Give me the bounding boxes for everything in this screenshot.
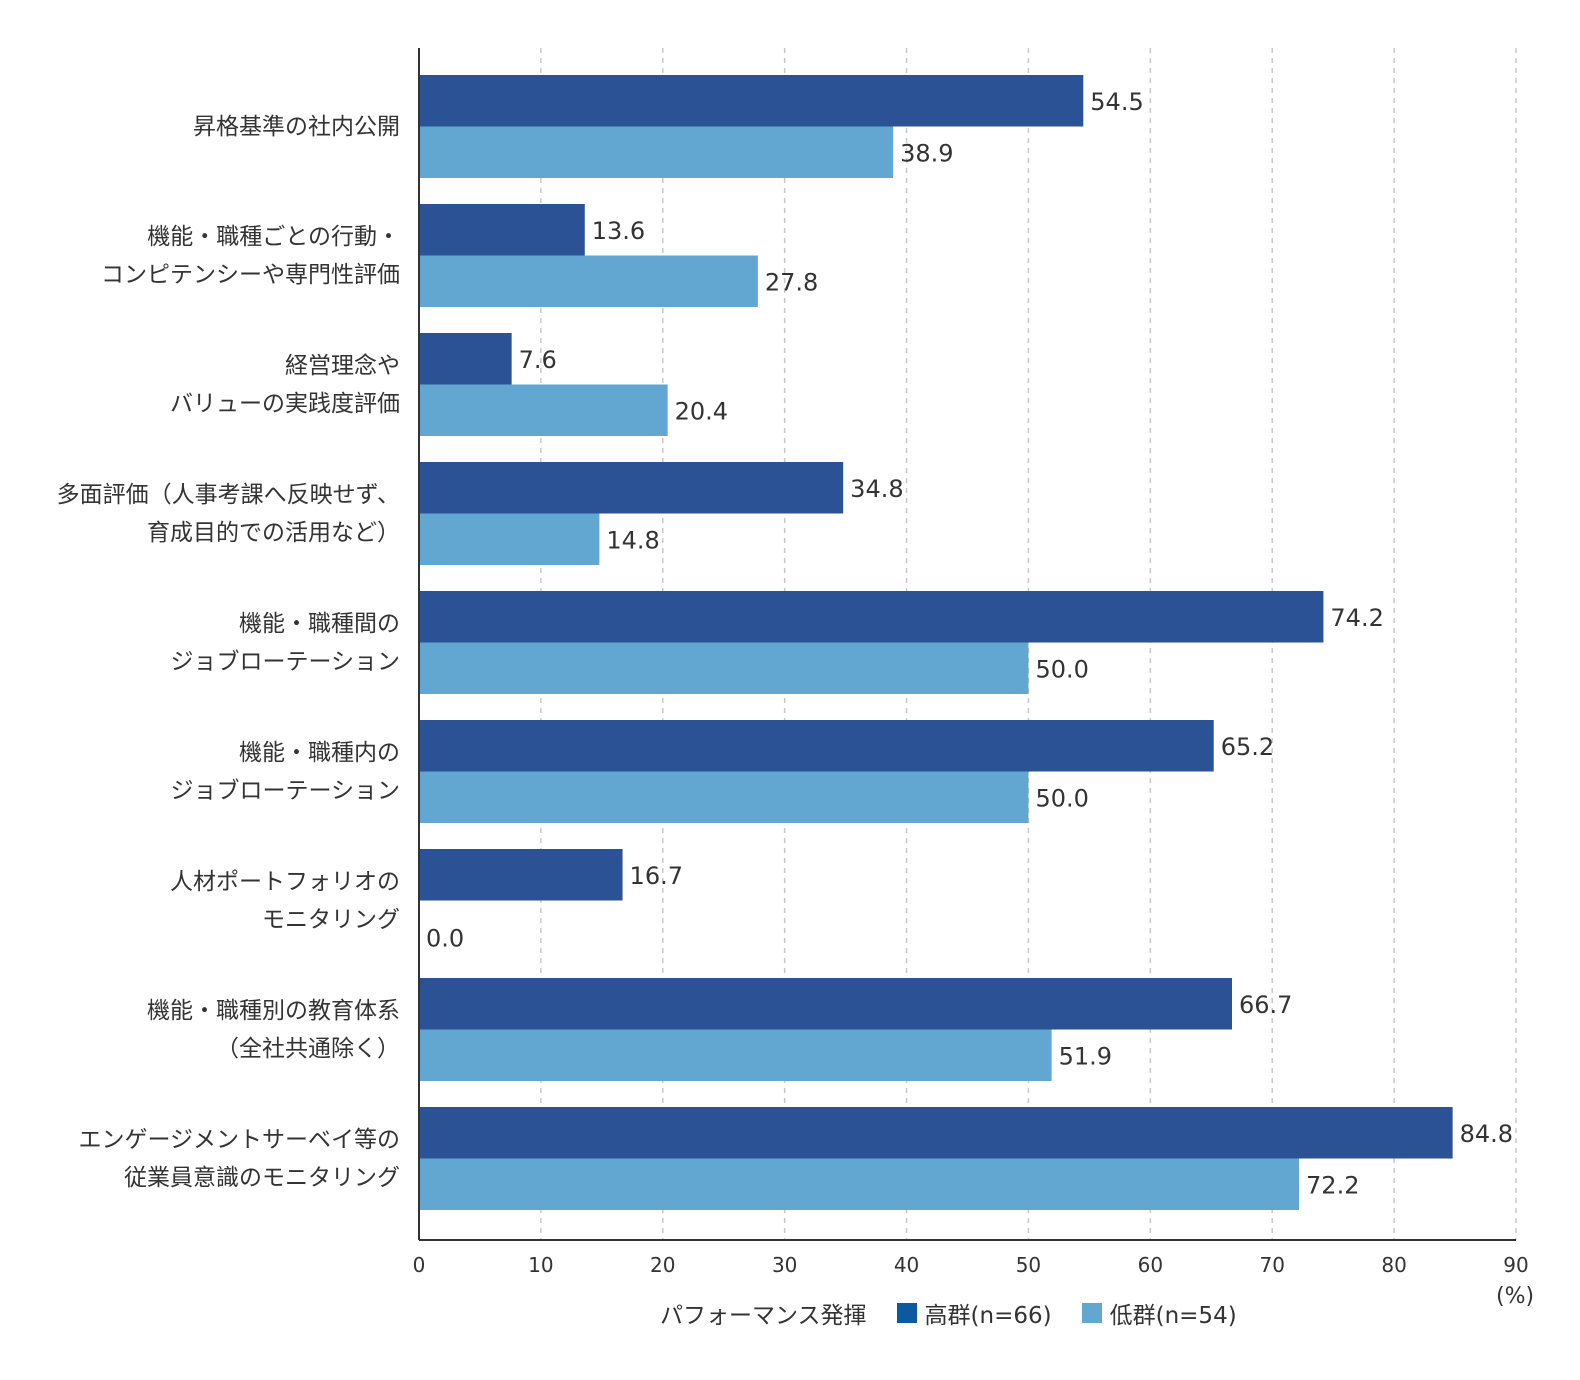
value-label: 50.0: [1035, 784, 1088, 812]
bar-high: [419, 720, 1214, 772]
bar-low: [419, 642, 1029, 694]
value-label: 54.5: [1090, 88, 1143, 116]
bar-low: [419, 255, 758, 307]
bar-high: [419, 75, 1084, 127]
category-label-line: 育成目的での活用など）: [147, 519, 400, 546]
category-label-line: 機能・職種ごとの行動・: [147, 223, 400, 250]
category-label-line: エンゲージメントサーベイ等の: [78, 1126, 400, 1153]
bar-low: [419, 1029, 1052, 1081]
bar-high: [419, 333, 512, 385]
category-label-line: コンピテンシーや専門性評価: [101, 261, 400, 288]
bar-low: [419, 1158, 1300, 1210]
category-label-line: バリューの実践度評価: [170, 390, 400, 417]
value-label: 65.2: [1221, 733, 1274, 761]
category-label: 多面評価（人事考課へ反映せず、育成目的での活用など）: [57, 476, 400, 552]
x-tick-label: 20: [650, 1253, 675, 1277]
bar-high: [419, 978, 1232, 1030]
bar-low: [419, 384, 668, 436]
category-label-line: 昇格基準の社内公開: [193, 113, 400, 140]
x-tick-label: 30: [772, 1253, 797, 1277]
x-tick-label: 0: [413, 1253, 426, 1277]
legend: パフォーマンス発揮 高群(n=66) 低群(n=54): [660, 1296, 1267, 1330]
category-label-line: 機能・職種内の: [239, 739, 400, 766]
category-label-line: 機能・職種間の: [239, 610, 400, 637]
category-label-line: （全社共通除く）: [216, 1035, 400, 1062]
category-label: 昇格基準の社内公開: [193, 108, 400, 146]
bars: [419, 75, 1453, 1210]
value-label: 13.6: [592, 217, 645, 245]
bar-low: [419, 126, 894, 178]
axes: [418, 48, 1516, 1241]
category-label: エンゲージメントサーベイ等の従業員意識のモニタリング: [78, 1121, 400, 1197]
bar-high: [419, 1107, 1453, 1159]
category-label-line: 機能・職種別の教育体系: [147, 997, 400, 1024]
x-tick-label: 40: [894, 1253, 919, 1277]
legend-swatch-high: [896, 1303, 917, 1323]
category-label: 機能・職種間のジョブローテーション: [170, 605, 400, 681]
category-label-line: 従業員意識のモニタリング: [124, 1164, 400, 1191]
bar-high: [419, 591, 1324, 643]
bar-high: [419, 462, 844, 514]
value-label: 16.7: [630, 862, 683, 890]
x-tick-label: 80: [1381, 1253, 1406, 1277]
bar-high: [419, 849, 623, 901]
value-label: 20.4: [675, 397, 728, 425]
category-label-line: 経営理念や: [285, 352, 400, 379]
value-label: 50.0: [1035, 655, 1088, 683]
category-label-line: モニタリング: [262, 906, 400, 933]
legend-item-high: 高群(n=66): [896, 1296, 1052, 1330]
value-label: 51.9: [1059, 1042, 1112, 1070]
category-label-line: ジョブローテーション: [170, 648, 400, 675]
x-tick-label: 90: [1503, 1253, 1528, 1277]
category-label: 経営理念やバリューの実践度評価: [170, 347, 400, 423]
value-label: 7.6: [519, 346, 557, 374]
value-label: 72.2: [1306, 1171, 1359, 1199]
value-label: 74.2: [1330, 604, 1383, 632]
x-tick-label: 50: [1016, 1253, 1041, 1277]
legend-label-low: 低群(n=54): [1109, 1303, 1237, 1329]
bar-high: [419, 204, 585, 256]
category-label-line: 多面評価（人事考課へ反映せず、: [56, 481, 400, 508]
x-tick-label: 70: [1259, 1253, 1284, 1277]
x-tick-label: 10: [528, 1253, 553, 1277]
bar-low: [419, 771, 1029, 823]
x-axis-unit-label: (%): [1496, 1284, 1535, 1309]
value-label: 27.8: [765, 268, 818, 296]
bar-low: [419, 513, 600, 565]
legend-item-low: 低群(n=54): [1081, 1296, 1237, 1330]
legend-title: パフォーマンス発揮: [660, 1303, 867, 1329]
category-label-line: ジョブローテーション: [170, 777, 400, 804]
value-label: 84.8: [1460, 1120, 1513, 1148]
category-label: 機能・職種別の教育体系 （全社共通除く）: [147, 992, 400, 1068]
x-tick-labels: 0 10 20 30 40 50 60 70 80 90: [413, 1253, 1529, 1277]
category-label-line: 人材ポートフォリオの: [170, 868, 400, 895]
category-label: 機能・職種内のジョブローテーション: [170, 734, 400, 810]
value-label: 38.9: [900, 139, 953, 167]
value-label: 0.0: [426, 924, 464, 952]
category-label: 機能・職種ごとの行動・コンピテンシーや専門性評価: [101, 218, 400, 294]
value-label: 66.7: [1239, 991, 1292, 1019]
legend-label-high: 高群(n=66): [924, 1303, 1052, 1329]
legend-swatch-low: [1081, 1303, 1102, 1323]
value-labels: 54.5 13.6 7.6 34.8 74.2 65.2 16.7 66.7 84.8 38.9 2…: [426, 88, 1513, 1200]
category-label: 人材ポートフォリオのモニタリング: [170, 863, 400, 939]
value-label: 34.8: [850, 475, 903, 503]
x-tick-label: 60: [1138, 1253, 1163, 1277]
value-label: 14.8: [606, 526, 659, 554]
